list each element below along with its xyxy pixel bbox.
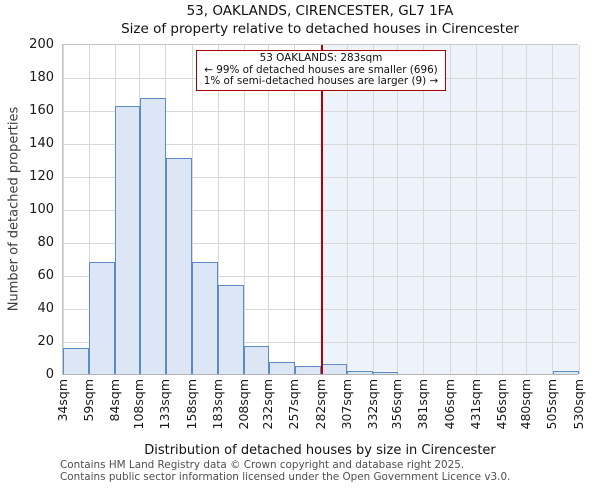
histogram-bar	[243, 345, 270, 374]
x-tick-label: 282sqm	[312, 378, 328, 429]
histogram-bar	[321, 364, 347, 374]
histogram-bar	[63, 347, 89, 374]
x-tick-label: 232sqm	[260, 378, 276, 429]
histogram-bar	[192, 261, 218, 374]
horizontal-gridline	[63, 341, 577, 343]
x-tick-label: 332sqm	[364, 378, 380, 429]
x-tick-label: 133sqm	[157, 378, 173, 429]
horizontal-gridline	[63, 110, 577, 112]
vertical-gridline	[62, 45, 64, 374]
shaded-region-above-marker	[322, 45, 579, 374]
vertical-gridline	[243, 45, 245, 374]
vertical-gridline	[475, 45, 477, 374]
y-tick-label: 60	[37, 267, 54, 283]
horizontal-gridline	[63, 275, 577, 277]
histogram-bar	[166, 157, 192, 374]
x-tick-label: 34sqm	[54, 378, 70, 422]
x-tick-label: 356sqm	[389, 378, 405, 429]
vertical-gridline	[191, 45, 193, 374]
y-tick-label: 20	[37, 333, 54, 349]
x-tick-label: 84sqm	[106, 378, 122, 422]
annotation-larger-text: 1% of semi-detached houses are larger (9…	[203, 75, 439, 88]
y-tick-label: 40	[37, 300, 54, 316]
vertical-gridline	[423, 45, 425, 374]
vertical-gridline	[449, 45, 451, 374]
horizontal-gridline	[63, 143, 577, 145]
horizontal-gridline	[63, 242, 577, 244]
marker-annotation-box: 53 OAKLANDS: 283sqm ← 99% of detached ho…	[196, 50, 446, 91]
histogram-bar	[346, 370, 373, 374]
x-tick-label: 480sqm	[518, 378, 534, 429]
vertical-gridline	[88, 45, 90, 374]
histogram-bar	[295, 365, 321, 374]
y-tick-label: 200	[29, 36, 54, 52]
x-tick-label: 158sqm	[183, 378, 199, 429]
horizontal-gridline	[63, 209, 577, 211]
horizontal-gridline	[63, 176, 577, 178]
y-tick-label: 120	[29, 168, 54, 184]
x-tick-label: 183sqm	[209, 378, 225, 429]
plot-area: 53 OAKLANDS: 283sqm ← 99% of detached ho…	[62, 44, 580, 375]
vertical-gridline	[294, 45, 296, 374]
x-tick-label: 307sqm	[338, 378, 354, 429]
y-tick-label: 160	[29, 102, 54, 118]
histogram-bar	[553, 370, 579, 374]
vertical-gridline	[268, 45, 270, 374]
histogram-bar	[217, 284, 244, 374]
vertical-gridline	[320, 45, 322, 374]
y-tick-label: 80	[37, 234, 54, 250]
vertical-gridline	[372, 45, 374, 374]
y-tick-label: 140	[29, 135, 54, 151]
horizontal-gridline	[63, 308, 577, 310]
footer-attribution-line-1: Contains HM Land Registry data © Crown c…	[60, 459, 465, 471]
annotation-title: 53 OAKLANDS: 283sqm	[259, 52, 383, 64]
vertical-gridline	[217, 45, 219, 374]
chart-title: 53, OAKLANDS, CIRENCESTER, GL7 1FA	[186, 3, 454, 19]
footer-attribution-line-2: Contains public sector information licen…	[60, 470, 511, 483]
y-tick-label: 0	[45, 367, 54, 382]
x-tick-label: 505sqm	[544, 378, 560, 429]
histogram-bar	[372, 372, 399, 374]
x-tick-label: 406sqm	[441, 378, 457, 429]
vertical-gridline	[397, 45, 399, 374]
histogram-bar	[88, 261, 115, 374]
histogram-bar	[269, 362, 296, 374]
y-tick-label: 180	[29, 69, 54, 85]
histogram-bar	[140, 98, 167, 374]
x-tick-label: 59sqm	[80, 378, 96, 422]
vertical-gridline	[346, 45, 348, 374]
chart-subtitle: Size of property relative to detached ho…	[121, 21, 519, 37]
x-tick-label: 456sqm	[493, 378, 509, 429]
vertical-gridline	[578, 45, 580, 374]
vertical-gridline	[552, 45, 554, 374]
x-tick-label: 381sqm	[415, 378, 431, 429]
vertical-gridline	[501, 45, 503, 374]
x-tick-label: 108sqm	[131, 378, 147, 429]
annotation-smaller-text: ← 99% of detached houses are smaller (69…	[204, 63, 438, 76]
marker-line	[321, 45, 324, 374]
x-axis-title: Distribution of detached houses by size …	[144, 443, 496, 458]
x-tick-label: 208sqm	[235, 378, 251, 429]
histogram-bar	[114, 106, 141, 374]
x-tick-label: 530sqm	[570, 378, 586, 429]
x-tick-label: 257sqm	[286, 378, 302, 429]
vertical-gridline	[526, 45, 528, 374]
y-tick-label: 100	[29, 201, 54, 217]
x-tick-label: 431sqm	[467, 378, 483, 429]
